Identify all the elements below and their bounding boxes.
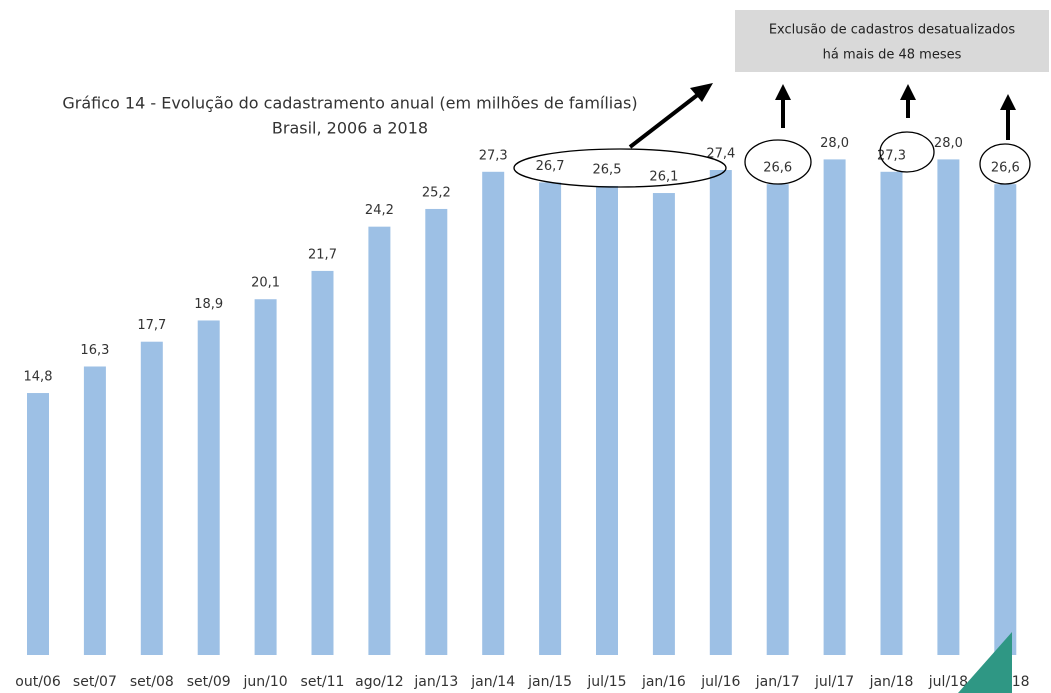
x-tick-label: jan/14 bbox=[470, 674, 515, 690]
x-tick-label: set/07 bbox=[73, 674, 117, 690]
x-tick-label: jul/18 bbox=[928, 674, 968, 690]
bar bbox=[254, 299, 277, 655]
bar bbox=[27, 393, 49, 655]
bar bbox=[482, 171, 505, 656]
x-tick-label: jan/17 bbox=[755, 674, 800, 690]
data-label: 16,3 bbox=[80, 343, 109, 358]
bar bbox=[83, 366, 106, 655]
arrows bbox=[628, 83, 1016, 149]
highlight-ellipse bbox=[879, 131, 935, 173]
corner-decoration bbox=[958, 632, 1012, 693]
x-tick-label: set/08 bbox=[130, 674, 174, 690]
x-tick-label: ago/12 bbox=[355, 674, 404, 690]
arrow-head bbox=[775, 84, 791, 100]
bar bbox=[709, 170, 732, 655]
data-label: 26,7 bbox=[536, 159, 565, 174]
arrow-head bbox=[900, 84, 916, 100]
bar bbox=[596, 185, 618, 655]
x-tick-label: jan/13 bbox=[413, 674, 458, 690]
x-tick-label: jan/15 bbox=[527, 674, 572, 690]
bar bbox=[368, 226, 391, 655]
data-label: 26,5 bbox=[593, 162, 622, 177]
bar bbox=[880, 171, 903, 656]
bar bbox=[140, 341, 163, 655]
data-label: 14,8 bbox=[24, 370, 53, 385]
data-label: 27,3 bbox=[877, 148, 906, 163]
data-label: 21,7 bbox=[308, 247, 337, 262]
highlight-ellipse bbox=[513, 148, 727, 188]
data-label: 27,4 bbox=[706, 147, 735, 162]
data-label: 20,1 bbox=[251, 276, 280, 291]
x-tick-label: jul/15 bbox=[586, 674, 626, 690]
bar bbox=[652, 193, 675, 655]
arrow-head bbox=[1000, 94, 1016, 110]
bar bbox=[937, 159, 960, 655]
highlight-ellipse bbox=[979, 143, 1031, 185]
highlight-ellipse bbox=[744, 139, 812, 185]
bar bbox=[823, 159, 846, 655]
data-label: 28,0 bbox=[820, 136, 849, 151]
x-tick-label: jun/10 bbox=[243, 674, 288, 690]
bar bbox=[197, 320, 220, 655]
data-label: 27,3 bbox=[479, 148, 508, 163]
x-tick-label: out/06 bbox=[15, 674, 61, 690]
chart-title: Gráfico 14 - Evolução do cadastramento a… bbox=[62, 94, 637, 113]
x-tick-label: set/11 bbox=[301, 674, 345, 690]
highlights bbox=[513, 131, 1031, 188]
data-label: 28,0 bbox=[934, 136, 963, 151]
data-label: 24,2 bbox=[365, 203, 394, 218]
bars: 14,8 out/06 16,3 set/07 17,7 set/08 18,9 set/09… bbox=[15, 136, 1029, 690]
annotation: há mais de 48 meses bbox=[823, 48, 962, 63]
data-label: 25,2 bbox=[422, 185, 451, 200]
x-tick-label: jul/17 bbox=[814, 674, 854, 690]
arrow-head bbox=[690, 83, 713, 102]
bar bbox=[311, 270, 334, 655]
data-label: 17,7 bbox=[137, 318, 166, 333]
data-label: 26,6 bbox=[763, 161, 792, 176]
annotation-box bbox=[735, 10, 1049, 72]
x-tick-label: jan/16 bbox=[641, 674, 686, 690]
bar bbox=[425, 208, 448, 655]
x-tick-label: jul/16 bbox=[700, 674, 740, 690]
data-label: 18,9 bbox=[194, 297, 223, 312]
data-label: 26,6 bbox=[991, 161, 1020, 176]
data-label: 26,1 bbox=[649, 170, 678, 185]
bar bbox=[539, 182, 562, 655]
x-tick-label: jan/18 bbox=[869, 674, 914, 690]
x-tick-label: set/09 bbox=[187, 674, 231, 690]
bar bbox=[766, 184, 789, 655]
arrow bbox=[628, 91, 702, 149]
annotation: Exclusão de cadastros desatualizados bbox=[769, 23, 1016, 38]
chart-subtitle: Brasil, 2006 a 2018 bbox=[272, 119, 428, 138]
bar bbox=[994, 184, 1017, 655]
